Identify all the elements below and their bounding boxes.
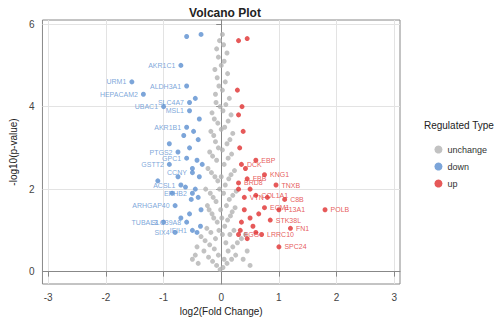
svg-text:FGG: FGG	[244, 231, 259, 238]
svg-text:Volcano Plot: Volcano Plot	[189, 6, 261, 20]
svg-text:up: up	[447, 179, 457, 189]
svg-text:TUBAL3: TUBAL3	[131, 218, 159, 226]
svg-text:C8B: C8B	[290, 196, 304, 203]
svg-text:FN1: FN1	[296, 225, 309, 232]
svg-text:TNXB: TNXB	[282, 182, 301, 189]
svg-text:SPC24: SPC24	[284, 243, 306, 250]
svg-text:EBP: EBP	[261, 157, 275, 164]
svg-text:GPC1: GPC1	[162, 155, 181, 162]
svg-text:AKR1B1: AKR1B1	[154, 124, 181, 131]
svg-text:ARHGAP40: ARHGAP40	[132, 202, 169, 209]
svg-text:unchange: unchange	[447, 145, 487, 155]
svg-text:VTN: VTN	[249, 193, 264, 201]
svg-text:F13A1: F13A1	[284, 206, 305, 213]
svg-text:IFIH1: IFIH1	[170, 227, 187, 234]
svg-text:3: 3	[391, 292, 397, 303]
svg-text:SLC39A8: SLC39A8	[151, 219, 181, 226]
svg-text:0: 0	[29, 266, 35, 277]
svg-text:2: 2	[29, 184, 35, 195]
svg-text:ECM1: ECM1	[270, 204, 290, 212]
svg-text:6: 6	[29, 19, 35, 30]
svg-text:HEPACAM2: HEPACAM2	[100, 91, 138, 98]
svg-text:EPHB2: EPHB2	[164, 190, 187, 197]
svg-text:LRRC10: LRRC10	[267, 231, 294, 238]
svg-text:1: 1	[276, 292, 282, 303]
svg-text:SLC4A7: SLC4A7	[158, 99, 184, 106]
svg-text:CCNY: CCNY	[167, 169, 187, 176]
svg-text:POLB: POLB	[331, 206, 350, 213]
svg-text:UBAC1: UBAC1	[135, 103, 158, 110]
svg-text:Regulated Type: Regulated Type	[424, 120, 494, 131]
svg-text:SIX4: SIX4	[154, 229, 169, 236]
svg-text:KNG1: KNG1	[270, 171, 289, 178]
svg-text:STK38L: STK38L	[276, 217, 301, 224]
svg-text:BRD8: BRD8	[244, 179, 263, 186]
svg-text:AKR1C1: AKR1C1	[148, 62, 175, 69]
svg-text:0: 0	[218, 292, 224, 303]
svg-text:-3: -3	[44, 292, 53, 303]
svg-text:GSTT2: GSTT2	[141, 161, 164, 168]
svg-text:ACSL1: ACSL1	[153, 182, 175, 189]
svg-text:down: down	[447, 162, 469, 172]
svg-text:-1: -1	[159, 292, 168, 303]
svg-text:-2: -2	[101, 292, 110, 303]
svg-text:-log10(p-value): -log10(p-value)	[8, 118, 19, 185]
svg-text:PTGS2: PTGS2	[149, 148, 173, 156]
svg-text:ALDH3A1: ALDH3A1	[150, 83, 181, 90]
svg-text:2: 2	[334, 292, 340, 303]
svg-text:COL1A1: COL1A1	[261, 192, 288, 199]
svg-text:URM1: URM1	[107, 78, 127, 85]
svg-text:DCK: DCK	[247, 161, 262, 168]
svg-text:log2(Fold Change): log2(Fold Change)	[180, 306, 263, 317]
svg-text:MSL1: MSL1	[166, 107, 184, 114]
svg-text:4: 4	[29, 101, 35, 112]
